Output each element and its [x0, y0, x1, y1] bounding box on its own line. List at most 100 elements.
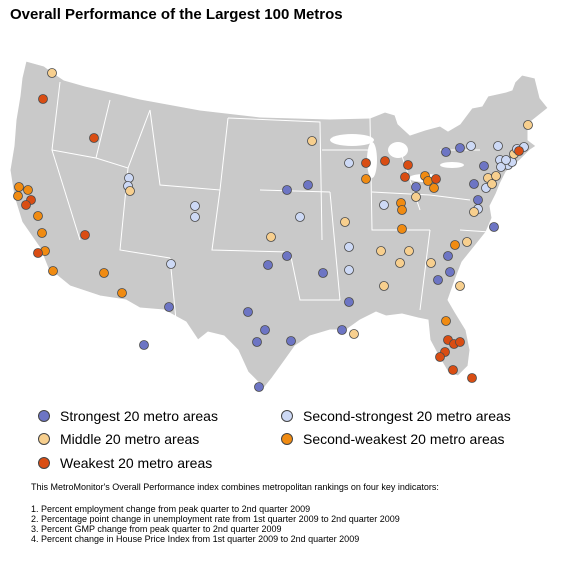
legend-strongest: Strongest 20 metro areas [38, 408, 218, 424]
metro-marker-middle [469, 207, 479, 217]
metro-marker-second-weakest [14, 182, 24, 192]
metro-marker-strongest [337, 325, 347, 335]
note-item-3: 3. Percent GMP change from peak quarter … [31, 524, 282, 534]
legend-label-middle: Middle 20 metro areas [60, 431, 200, 447]
metro-marker-middle [349, 329, 359, 339]
legend-marker-weakest [38, 457, 50, 469]
metro-marker-middle [404, 246, 414, 256]
metro-marker-strongest [139, 340, 149, 350]
metro-marker-middle [411, 192, 421, 202]
metro-marker-middle [491, 171, 501, 181]
metro-marker-weakest [435, 352, 445, 362]
metro-marker-middle [307, 136, 317, 146]
metro-marker-weakest [21, 200, 31, 210]
metro-marker-middle [487, 179, 497, 189]
metro-marker-second-strongest [493, 141, 503, 151]
legend-marker-strongest [38, 410, 50, 422]
legend-label-second-weakest: Second-weakest 20 metro areas [303, 431, 505, 447]
metro-marker-second-strongest [124, 173, 134, 183]
metro-marker-weakest [80, 230, 90, 240]
metro-marker-second-strongest [379, 200, 389, 210]
metro-marker-weakest [361, 158, 371, 168]
metro-marker-strongest [254, 382, 264, 392]
metro-marker-second-weakest [397, 224, 407, 234]
metro-marker-strongest [344, 297, 354, 307]
metro-marker-strongest [286, 336, 296, 346]
legend-marker-middle [38, 433, 50, 445]
note-item-2: 2. Percentage point change in unemployme… [31, 514, 400, 524]
legend-weakest: Weakest 20 metro areas [38, 455, 212, 471]
metro-marker-strongest [433, 275, 443, 285]
legend-label-weakest: Weakest 20 metro areas [60, 455, 213, 471]
metro-marker-second-weakest [361, 174, 371, 184]
metro-marker-strongest [443, 251, 453, 261]
metro-marker-strongest [263, 260, 273, 270]
metro-marker-weakest [33, 248, 43, 258]
metro-marker-second-weakest [48, 266, 58, 276]
metro-marker-strongest [445, 267, 455, 277]
metro-marker-second-weakest [23, 185, 33, 195]
metro-marker-weakest [89, 133, 99, 143]
metro-marker-strongest [318, 268, 328, 278]
metro-marker-second-weakest [33, 211, 43, 221]
metro-marker-strongest [441, 147, 451, 157]
metro-marker-second-weakest [441, 316, 451, 326]
metro-marker-second-weakest [429, 183, 439, 193]
metro-marker-second-strongest [496, 162, 506, 172]
us-landmass [9, 60, 549, 389]
metro-marker-strongest [473, 195, 483, 205]
metro-marker-second-weakest [450, 240, 460, 250]
metro-marker-weakest [380, 156, 390, 166]
metro-marker-middle [125, 186, 135, 196]
map-title: Overall Performance of the Largest 100 M… [10, 6, 343, 23]
metro-marker-strongest [411, 182, 421, 192]
metro-dots [13, 68, 533, 392]
metro-marker-strongest [282, 251, 292, 261]
metro-marker-second-weakest [117, 288, 127, 298]
metro-marker-weakest [400, 172, 410, 182]
metro-marker-weakest [38, 94, 48, 104]
legend-marker-second-weakest [281, 433, 293, 445]
metro-marker-weakest [431, 174, 441, 184]
metro-marker-middle [266, 232, 276, 242]
metro-marker-strongest [455, 143, 465, 153]
metro-marker-strongest [479, 161, 489, 171]
metro-marker-second-weakest [99, 268, 109, 278]
metro-marker-weakest [448, 365, 458, 375]
metro-marker-second-strongest [190, 201, 200, 211]
metro-marker-second-strongest [466, 141, 476, 151]
metro-marker-middle [340, 217, 350, 227]
legend-label-second-strongest: Second-strongest 20 metro areas [303, 408, 511, 424]
legend-second-weakest: Second-weakest 20 metro areas [281, 431, 505, 447]
metro-marker-second-strongest [344, 242, 354, 252]
metro-marker-weakest [455, 337, 465, 347]
metro-marker-strongest [489, 222, 499, 232]
metro-marker-middle [379, 281, 389, 291]
metro-marker-second-strongest [166, 259, 176, 269]
metro-marker-middle [455, 281, 465, 291]
metro-marker-second-strongest [344, 265, 354, 275]
metro-marker-middle [462, 237, 472, 247]
metro-marker-second-strongest [295, 212, 305, 222]
legend-second-strongest: Second-strongest 20 metro areas [281, 408, 511, 424]
metro-marker-second-weakest [37, 228, 47, 238]
note-intro: This MetroMonitor's Overall Performance … [31, 482, 439, 492]
note-item-1: 1. Percent employment change from peak q… [31, 504, 311, 514]
metro-marker-second-weakest [397, 205, 407, 215]
metro-marker-middle [523, 120, 533, 130]
metro-marker-middle [47, 68, 57, 78]
legend-middle: Middle 20 metro areas [38, 431, 199, 447]
metro-marker-middle [395, 258, 405, 268]
metro-marker-strongest [243, 307, 253, 317]
metro-marker-strongest [282, 185, 292, 195]
metro-marker-strongest [164, 302, 174, 312]
legend-marker-second-strongest [281, 410, 293, 422]
note-item-4: 4. Percent change in House Price Index f… [31, 534, 360, 544]
metro-marker-middle [426, 258, 436, 268]
metro-marker-second-strongest [190, 212, 200, 222]
metro-marker-strongest [303, 180, 313, 190]
metro-marker-strongest [469, 179, 479, 189]
metro-marker-weakest [403, 160, 413, 170]
metro-marker-strongest [260, 325, 270, 335]
metro-marker-second-strongest [501, 155, 511, 165]
